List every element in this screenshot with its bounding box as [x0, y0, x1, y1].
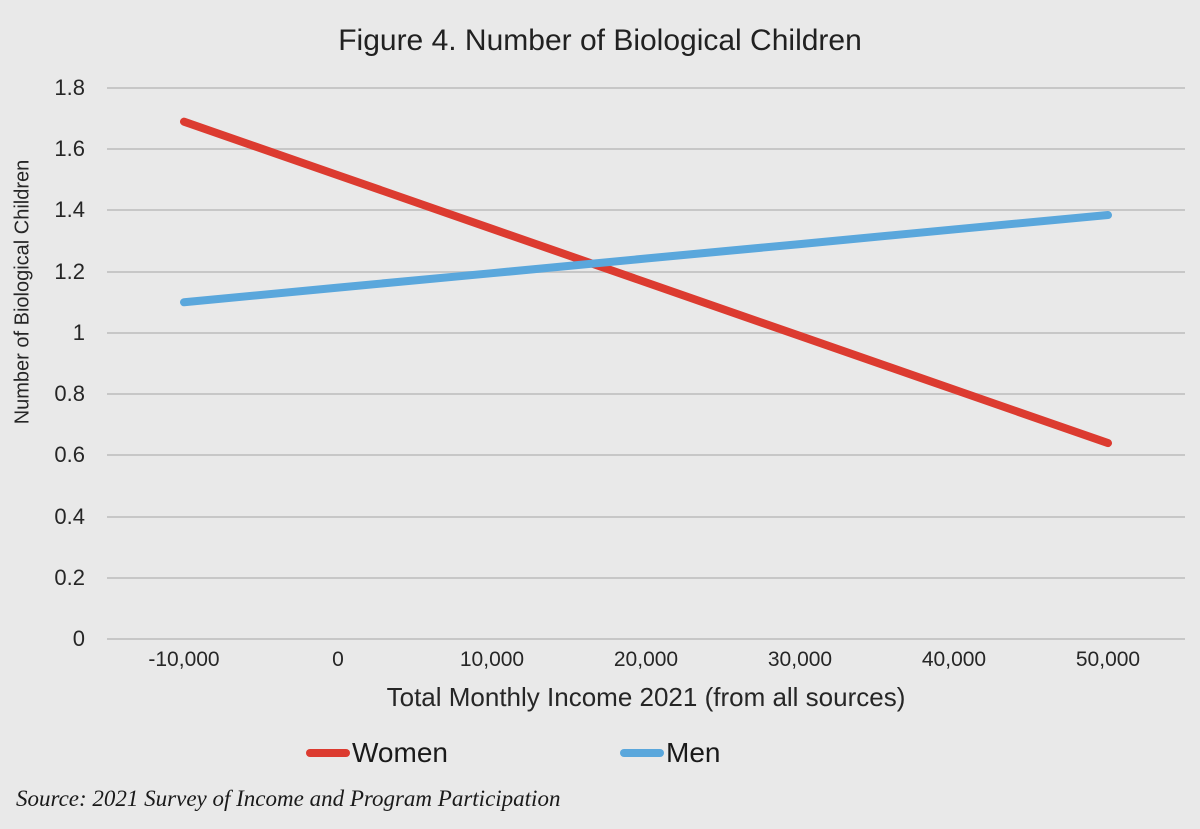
x-axis-title: Total Monthly Income 2021 (from all sour… — [386, 682, 906, 712]
y-tick-label: 1.2 — [54, 258, 85, 284]
y-tick-label: 0.8 — [54, 381, 85, 407]
y-axis-labels: 0 0.2 0.4 0.6 0.8 1 1.2 1.4 1.6 1.8 — [0, 76, 85, 651]
legend: Women Men — [0, 736, 1200, 770]
x-tick-label: 40,000 — [921, 648, 987, 671]
grid-line — [107, 209, 1185, 212]
legend-item-men: Men — [620, 736, 720, 770]
x-tick-label: 50,000 — [1075, 648, 1141, 671]
plot-area — [107, 87, 1185, 640]
y-tick-label: 0 — [72, 626, 85, 651]
chart-title: Figure 4. Number of Biological Children — [338, 24, 862, 57]
x-tick-label: 20,000 — [613, 648, 679, 671]
y-tick-label: 1 — [72, 319, 85, 345]
grid-line — [107, 148, 1185, 151]
grid-line — [107, 87, 1185, 89]
y-tick-label: 1.6 — [54, 136, 85, 162]
grid-line — [107, 576, 1185, 579]
grid-line — [107, 515, 1185, 518]
men-line-swatch — [620, 749, 664, 757]
legend-label-women: Women — [352, 737, 448, 768]
y-tick-label: 0.4 — [54, 503, 85, 529]
legend-label-men: Men — [666, 737, 721, 768]
women-line-swatch — [306, 749, 350, 757]
grid-line — [107, 638, 1185, 640]
x-axis-labels: -10,000 0 10,000 20,000 30,000 40,000 50,000 — [107, 648, 1185, 674]
series-lines — [180, 117, 1112, 448]
y-tick-label: 1.8 — [54, 75, 85, 100]
series-line-women — [180, 117, 1112, 448]
y-tick-label: 1.4 — [54, 197, 85, 223]
grid-line — [107, 454, 1185, 457]
legend-item-women: Women — [306, 736, 448, 770]
grid-line — [107, 270, 1185, 273]
y-tick-label: 0.6 — [54, 442, 85, 468]
y-tick-label: 0.2 — [54, 564, 85, 590]
x-tick-label: 10,000 — [459, 648, 525, 671]
source-note: Source: 2021 Survey of Income and Progra… — [16, 786, 561, 811]
x-tick-label: -10,000 — [148, 648, 220, 671]
x-tick-label: 0 — [332, 648, 344, 671]
grid-line — [107, 331, 1185, 334]
x-tick-label: 30,000 — [767, 648, 833, 671]
series-line-men — [180, 211, 1112, 307]
grid-line — [107, 393, 1185, 396]
